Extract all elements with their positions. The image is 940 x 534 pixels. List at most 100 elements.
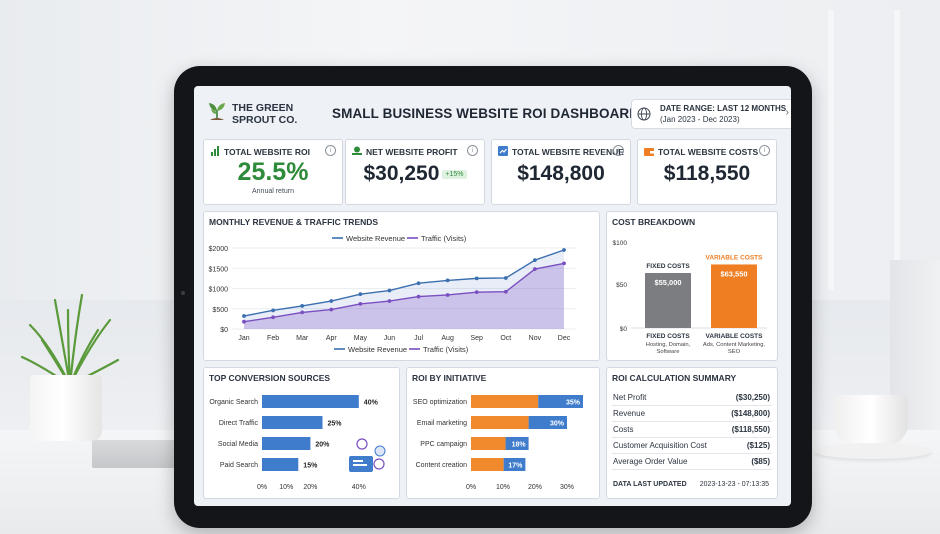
y-tick-label: $0 [620, 326, 628, 333]
category-label: Social Media [218, 441, 258, 448]
bar-segment-blue [503, 458, 526, 471]
x-tick-label: Sep [470, 335, 483, 342]
roi-row-label: Net Profit [613, 393, 647, 402]
x-tick-label: FIXED COSTS [646, 333, 690, 340]
bar-value-label: 30% [550, 421, 565, 428]
info-icon[interactable]: i [759, 145, 770, 156]
x-tick-label: Mar [296, 335, 309, 342]
x-tick-label: 20% [528, 484, 542, 491]
cost-description: Ads, Content Marketing, [703, 342, 766, 348]
change-badge: +15% [442, 170, 467, 179]
bar-value-label: 17% [508, 463, 523, 470]
roi-row-label: Revenue [613, 409, 646, 418]
data-point [533, 258, 537, 263]
y-tick-label: $100 [613, 240, 628, 247]
bar-value-label: $63,550 [720, 269, 747, 278]
bar-value-label: 18% [512, 442, 527, 449]
data-point [503, 289, 508, 294]
x-tick-label: VARIABLE COSTS [706, 333, 764, 340]
bar-segment-orange [471, 437, 506, 450]
category-label: Email marketing [417, 420, 467, 427]
cost-breakdown-card: COST BREAKDOWN $100 $50 $0 $55,000 FIXED COS… [606, 211, 778, 361]
bar-segment-orange [471, 416, 529, 429]
trends-title: MONTHLY REVENUE & TRAFFIC TRENDS [209, 217, 379, 227]
bar [262, 437, 311, 450]
bar-value-label: 25% [328, 421, 343, 428]
conversion-title: TOP CONVERSION SOURCES [209, 373, 331, 383]
x-tick-label: 30% [560, 484, 574, 491]
kpi-value: $30,250 +15% [346, 162, 484, 186]
plant-pot [30, 375, 102, 441]
bar-value-label: 15% [303, 463, 318, 470]
bar-top-label: VARIABLE COSTS [706, 254, 764, 261]
kpi-label: TOTAL WEBSITE ROI [224, 147, 310, 157]
roi-row-label: Customer Acquisition Cost [613, 441, 707, 450]
tablet-camera [181, 291, 185, 295]
x-tick-label: Aug [441, 335, 454, 342]
dashboard-screen: THE GREEN SPROUT CO. SMALL BUSINESS WEBS… [194, 86, 791, 506]
category-label: SEO optimization [413, 399, 467, 406]
roi-summary-card: ROI CALCULATION SUMMARY Net Profit ($30,2… [606, 367, 778, 499]
chevron-right-icon: › [785, 107, 789, 118]
roi-row-value: ($30,250) [735, 393, 770, 402]
roi-row-value: ($85) [751, 457, 770, 466]
data-point [358, 292, 363, 297]
category-label: Content creation [416, 462, 467, 469]
data-point [562, 261, 566, 266]
area-revenue [244, 250, 564, 329]
background-window [828, 10, 900, 290]
y-tick-label: $2000 [209, 246, 229, 253]
saucer [814, 443, 932, 459]
data-point [416, 281, 421, 286]
data-point [387, 299, 392, 303]
data-point [562, 248, 566, 252]
info-icon[interactable]: i [325, 145, 336, 156]
kpi-value: $148,800 [517, 162, 605, 185]
info-icon[interactable]: i [613, 145, 624, 156]
y-tick-label: $500 [212, 307, 228, 314]
legend-revenue-label: Website Revenue [346, 234, 405, 243]
brand-line-2: SPROUT CO. [232, 114, 298, 126]
cost-description: Software [657, 349, 680, 355]
data-point [445, 278, 450, 283]
kpi-value: 25.5% [237, 158, 309, 186]
cost-bar [711, 264, 757, 328]
x-tick-label: 20% [303, 484, 317, 491]
roi-row: Revenue ($148,800) [612, 406, 772, 422]
category-label: PPC campaign [420, 441, 467, 448]
roi-summary-title: ROI CALCULATION SUMMARY [612, 373, 737, 383]
bar-chart-icon [211, 146, 219, 156]
data-point [271, 315, 275, 320]
sprout-logo-icon [209, 103, 225, 120]
y-tick-label: $50 [616, 282, 627, 289]
series-line-traffic [243, 262, 565, 323]
trends-card: MONTHLY REVENUE & TRAFFIC TRENDS Website… [203, 211, 600, 361]
legend-bottom: Website Revenue Traffic (Visits) [334, 345, 469, 354]
legend-traffic-label: Traffic (Visits) [423, 345, 469, 354]
x-tick-label: Jun [384, 335, 395, 342]
kpi-subtext: Annual return [251, 188, 295, 195]
bar-segment-blue [528, 416, 567, 429]
conversion-sources-card: TOP CONVERSION SOURCES Organic Search 40%… [203, 367, 400, 499]
last-updated-label: DATA LAST UPDATED [613, 481, 687, 488]
kpi-value: $118,550 [663, 162, 751, 185]
x-tick-label: 0% [466, 484, 476, 491]
conversion-chart: Organic Search 40% Direct Traffic 25% Social… [209, 395, 386, 491]
roi-row: Costs ($118,550) [612, 422, 772, 438]
x-tick-label: Jan [238, 335, 249, 342]
roi-row: Customer Acquisition Cost ($125) [612, 438, 772, 454]
bar-value-label: 20% [315, 442, 330, 449]
data-point [474, 290, 479, 295]
roi-initiative-title: ROI BY INITIATIVE [412, 373, 487, 383]
date-range-selector[interactable]: DATE RANGE: LAST 12 MONTHS (Jan 2023 - D… [631, 99, 791, 129]
date-range-value: (Jan 2023 - Dec 2023) [660, 115, 740, 124]
bar-top-label: FIXED COSTS [646, 263, 690, 270]
brand-name: THE GREEN SPROUT CO. [232, 102, 297, 126]
trends-chart: Website Revenue Traffic (Visits) Website… [209, 234, 576, 354]
info-icon[interactable]: i [467, 145, 478, 156]
data-point [533, 267, 537, 271]
cost-description: SEO [728, 349, 741, 355]
kpi-card-roi: TOTAL WEBSITE ROI i 25.5% Annual return [203, 139, 343, 205]
data-point [358, 301, 363, 306]
bar [262, 416, 323, 429]
